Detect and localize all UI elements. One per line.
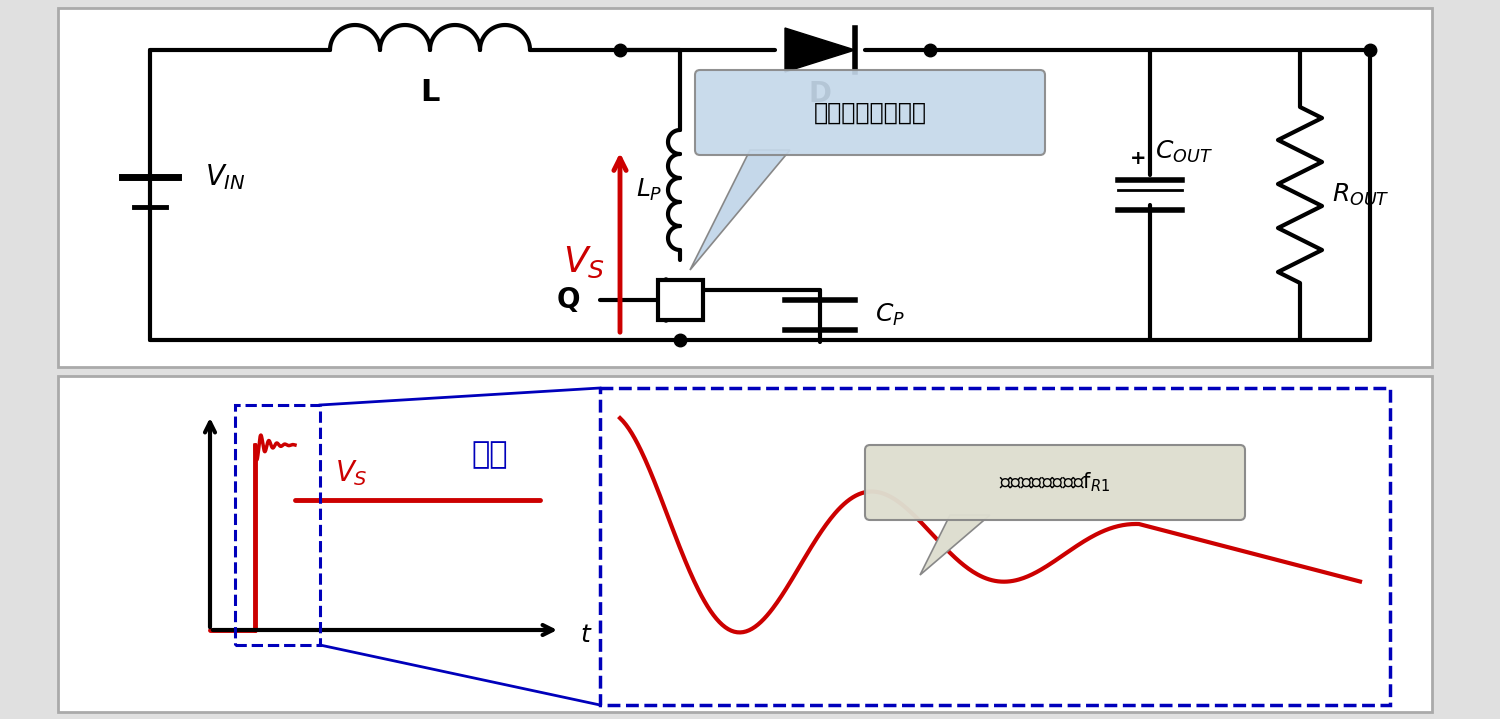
Text: $t$: $t$ [580, 623, 592, 647]
Text: $C_{OUT}$: $C_{OUT}$ [1155, 139, 1214, 165]
Bar [600, 388, 1390, 705]
Text: $V_S$: $V_S$ [334, 458, 368, 488]
Text: +: + [1130, 149, 1146, 168]
Text: Q: Q [556, 286, 580, 314]
Text: D: D [808, 80, 831, 108]
FancyBboxPatch shape [694, 70, 1046, 155]
FancyBboxPatch shape [865, 445, 1245, 520]
Text: $L_P$: $L_P$ [636, 177, 662, 203]
Text: $C_P$: $C_P$ [874, 302, 904, 328]
FancyBboxPatch shape [58, 376, 1432, 712]
Text: $R_{OUT}$: $R_{OUT}$ [1332, 182, 1390, 208]
Polygon shape [784, 28, 855, 72]
Bar [236, 405, 320, 645]
Text: $V_S$: $V_S$ [562, 245, 604, 280]
Polygon shape [920, 515, 990, 575]
Bar [657, 280, 702, 320]
Text: リンギング周波数f$_{R1}$: リンギング周波数f$_{R1}$ [999, 471, 1112, 494]
FancyBboxPatch shape [58, 8, 1432, 367]
Text: L: L [420, 78, 440, 107]
Text: $V_{IN}$: $V_{IN}$ [206, 162, 246, 192]
Text: スナバ回路未接続: スナバ回路未接続 [813, 101, 927, 124]
Text: 拡大: 拡大 [471, 441, 509, 470]
Polygon shape [690, 150, 790, 270]
